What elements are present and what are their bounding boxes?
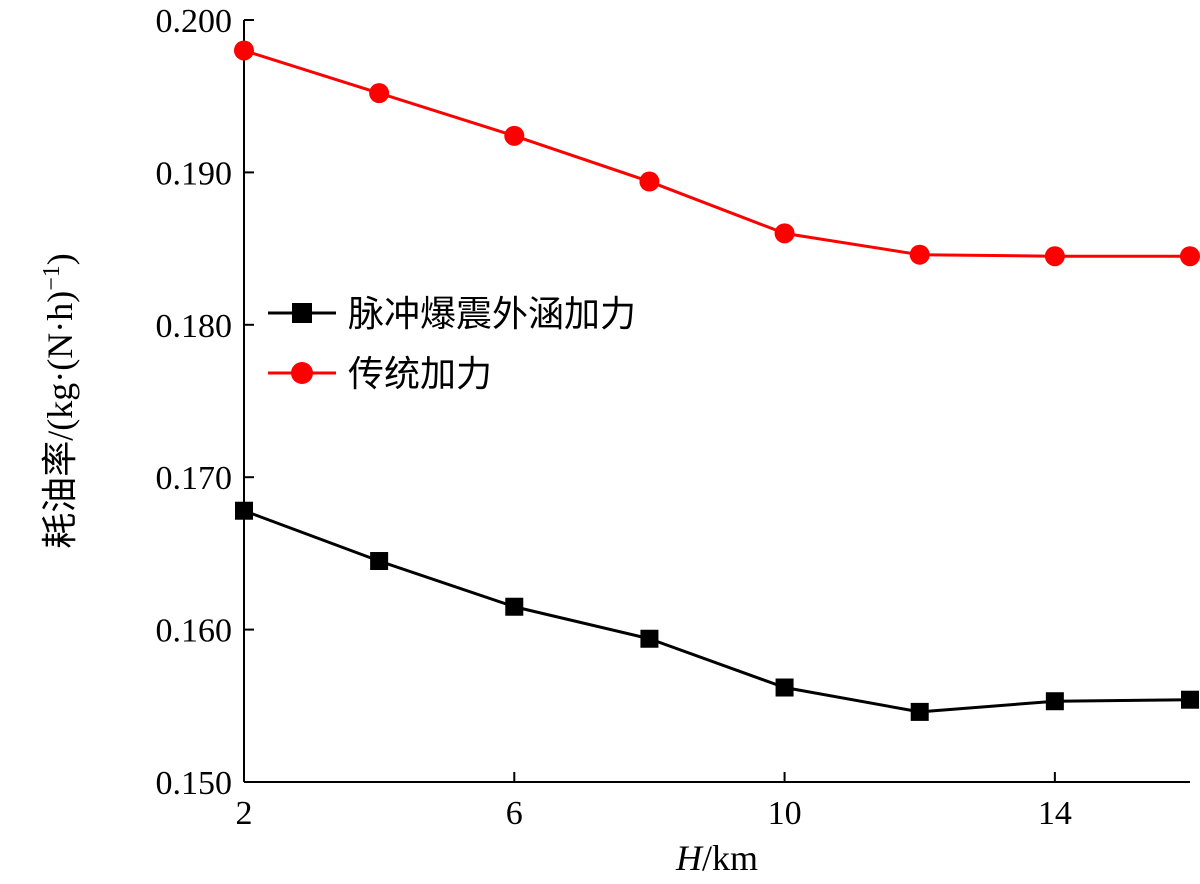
y-ticks: 0.150 0.160 0.170 0.180 0.190 0.200 (156, 3, 254, 802)
data-point (369, 83, 390, 104)
data-point (1044, 246, 1065, 267)
data-point (1180, 246, 1200, 267)
data-point (640, 629, 659, 648)
legend-item-pdea: 脉冲爆震外涵加力 (268, 294, 636, 335)
series-line (243, 49, 1190, 258)
legend-marker-traditional (291, 362, 313, 384)
data-point (234, 40, 254, 61)
y-tick-label: 0.200 (156, 3, 233, 40)
x-tick-label: 2 (236, 795, 253, 832)
y-axis-label-text: 耗油率/(kg·(N·h) (40, 291, 80, 549)
y-tick-label: 0.160 (156, 613, 233, 650)
y-axis-title: 耗油率/(kg·(N·h)−1) (39, 253, 80, 549)
data-point (774, 223, 795, 244)
series-1 (234, 40, 1200, 267)
x-axis-title: H/km (675, 838, 758, 878)
y-tick-label: 0.190 (156, 155, 233, 192)
legend: 脉冲爆震外涵加力 传统加力 (268, 294, 636, 395)
data-point (910, 702, 929, 721)
y-tick-label: 0.170 (156, 460, 233, 497)
data-point (775, 678, 794, 697)
legend-label-pdea: 脉冲爆震外涵加力 (348, 294, 636, 335)
legend-item-traditional: 传统加力 (268, 354, 492, 395)
x-axis-unit: /km (702, 838, 758, 878)
data-point (504, 125, 525, 146)
data-point (1045, 692, 1064, 711)
data-point (370, 552, 389, 571)
data-point (639, 171, 660, 192)
y-axis-label-sup: −1 (39, 265, 65, 291)
data-point (1181, 690, 1199, 709)
x-tick-label: 6 (506, 795, 523, 832)
legend-marker-pdea (292, 303, 312, 323)
data-point (235, 501, 253, 520)
y-tick-label: 0.150 (156, 765, 233, 802)
axes (243, 20, 1190, 783)
series-0 (235, 501, 1199, 721)
y-tick-label: 0.180 (156, 308, 233, 345)
x-axis-var: H (675, 838, 704, 878)
legend-label-traditional: 传统加力 (348, 354, 492, 395)
data-point (505, 597, 524, 616)
x-ticks: 2 6 10 14 (236, 772, 1072, 832)
data-point (909, 244, 930, 265)
x-tick-label: 14 (1038, 795, 1072, 832)
x-tick-label: 10 (768, 795, 802, 832)
y-axis-label-close: ) (40, 253, 80, 265)
series-layer (234, 40, 1200, 721)
series-line (243, 509, 1191, 714)
